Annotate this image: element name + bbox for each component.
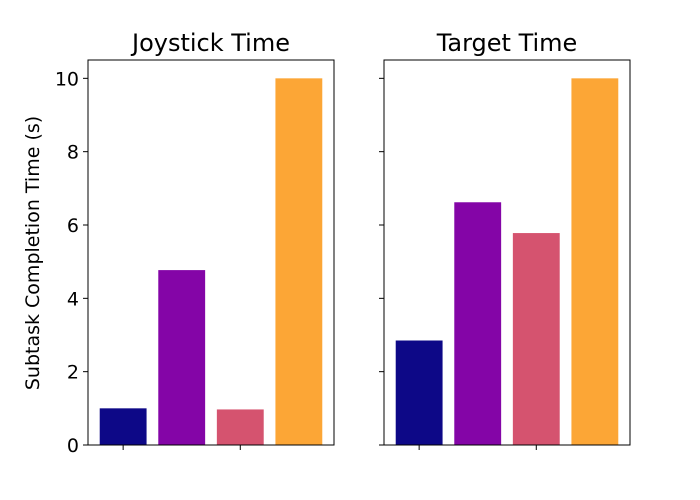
y-tick-label-10: 10 <box>55 68 79 90</box>
bar-panel1-4 <box>275 78 323 445</box>
y-axis-label: Subtask Completion Time (s) <box>22 116 44 390</box>
y-tick-label-6: 6 <box>67 215 79 237</box>
axes-frame-panel1 <box>87 59 335 446</box>
y-tick-label-4: 4 <box>67 288 79 310</box>
axes-frame-panel2 <box>383 59 631 446</box>
bar-panel2-2 <box>454 202 502 445</box>
y-tick-label-2: 2 <box>67 362 79 384</box>
bar-panel1-3 <box>216 409 264 445</box>
panel-title-2: Target Time <box>436 29 578 57</box>
y-tick-label-8: 8 <box>67 142 79 164</box>
bar-panel1-1 <box>99 408 147 445</box>
y-tick-label-0: 0 <box>67 435 79 457</box>
bar-panel1-2 <box>158 270 206 445</box>
panel-title-1: Joystick Time <box>130 29 290 57</box>
bar-panel2-1 <box>395 340 443 445</box>
bar-panel2-4 <box>571 78 619 445</box>
bar-panel2-3 <box>512 233 560 445</box>
